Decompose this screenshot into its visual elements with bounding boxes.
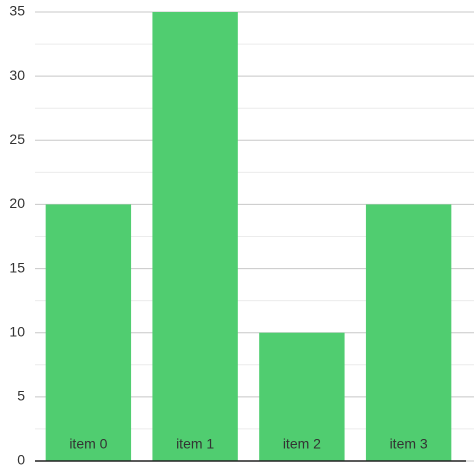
x-tick-label: item 1 — [176, 436, 214, 452]
y-tick-label: 35 — [9, 3, 25, 19]
y-tick-label: 5 — [17, 388, 25, 404]
bar — [365, 204, 452, 461]
x-tick-label: item 2 — [283, 436, 321, 452]
y-tick-label: 0 — [17, 452, 25, 468]
bar — [152, 12, 238, 461]
y-tick-label: 30 — [9, 67, 25, 83]
x-tick-label: item 0 — [69, 436, 107, 452]
bar — [259, 332, 345, 461]
y-tick-label: 20 — [9, 195, 25, 211]
y-tick-label: 25 — [9, 131, 25, 147]
bar — [45, 204, 132, 461]
y-tick-label: 15 — [9, 259, 25, 275]
y-tick-label: 10 — [9, 323, 25, 339]
x-tick-label: item 3 — [390, 436, 428, 452]
